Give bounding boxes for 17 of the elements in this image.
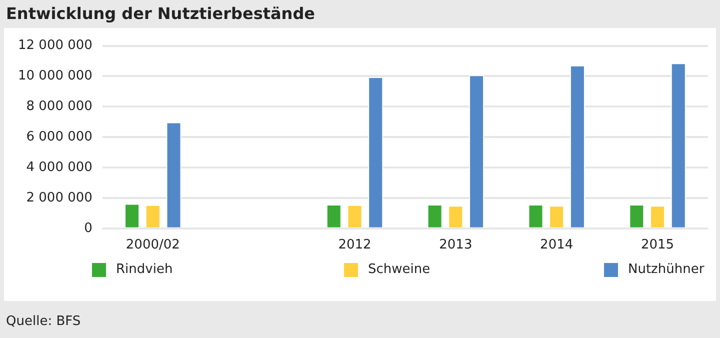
source-note: Quelle: BFS (6, 314, 81, 329)
x-tick-label: 2013 (439, 238, 472, 253)
y-tick-label: 6 000 000 (26, 129, 92, 144)
x-tick-label: 2015 (640, 238, 674, 253)
x-tick-label: 2014 (540, 238, 574, 253)
y-tick-label: 4 000 000 (26, 160, 92, 175)
x-tick-label: 2000/02 (126, 238, 180, 253)
x-tick-label: 2012 (338, 238, 372, 253)
y-tick-label: 0 (84, 220, 92, 236)
y-tick-label: 10 000 000 (18, 68, 92, 84)
y-tick-label: 12 000 000 (18, 38, 92, 54)
legend-label: Rindvieh (116, 262, 173, 277)
legend-label: Schweine (368, 262, 430, 277)
y-tick-label: 8 000 000 (26, 99, 92, 114)
chart-title: Entwicklung der Nutztierbestände (6, 4, 315, 23)
y-tick-label: 2 000 000 (26, 190, 92, 206)
legend-label: Nutzhühner (628, 262, 704, 277)
